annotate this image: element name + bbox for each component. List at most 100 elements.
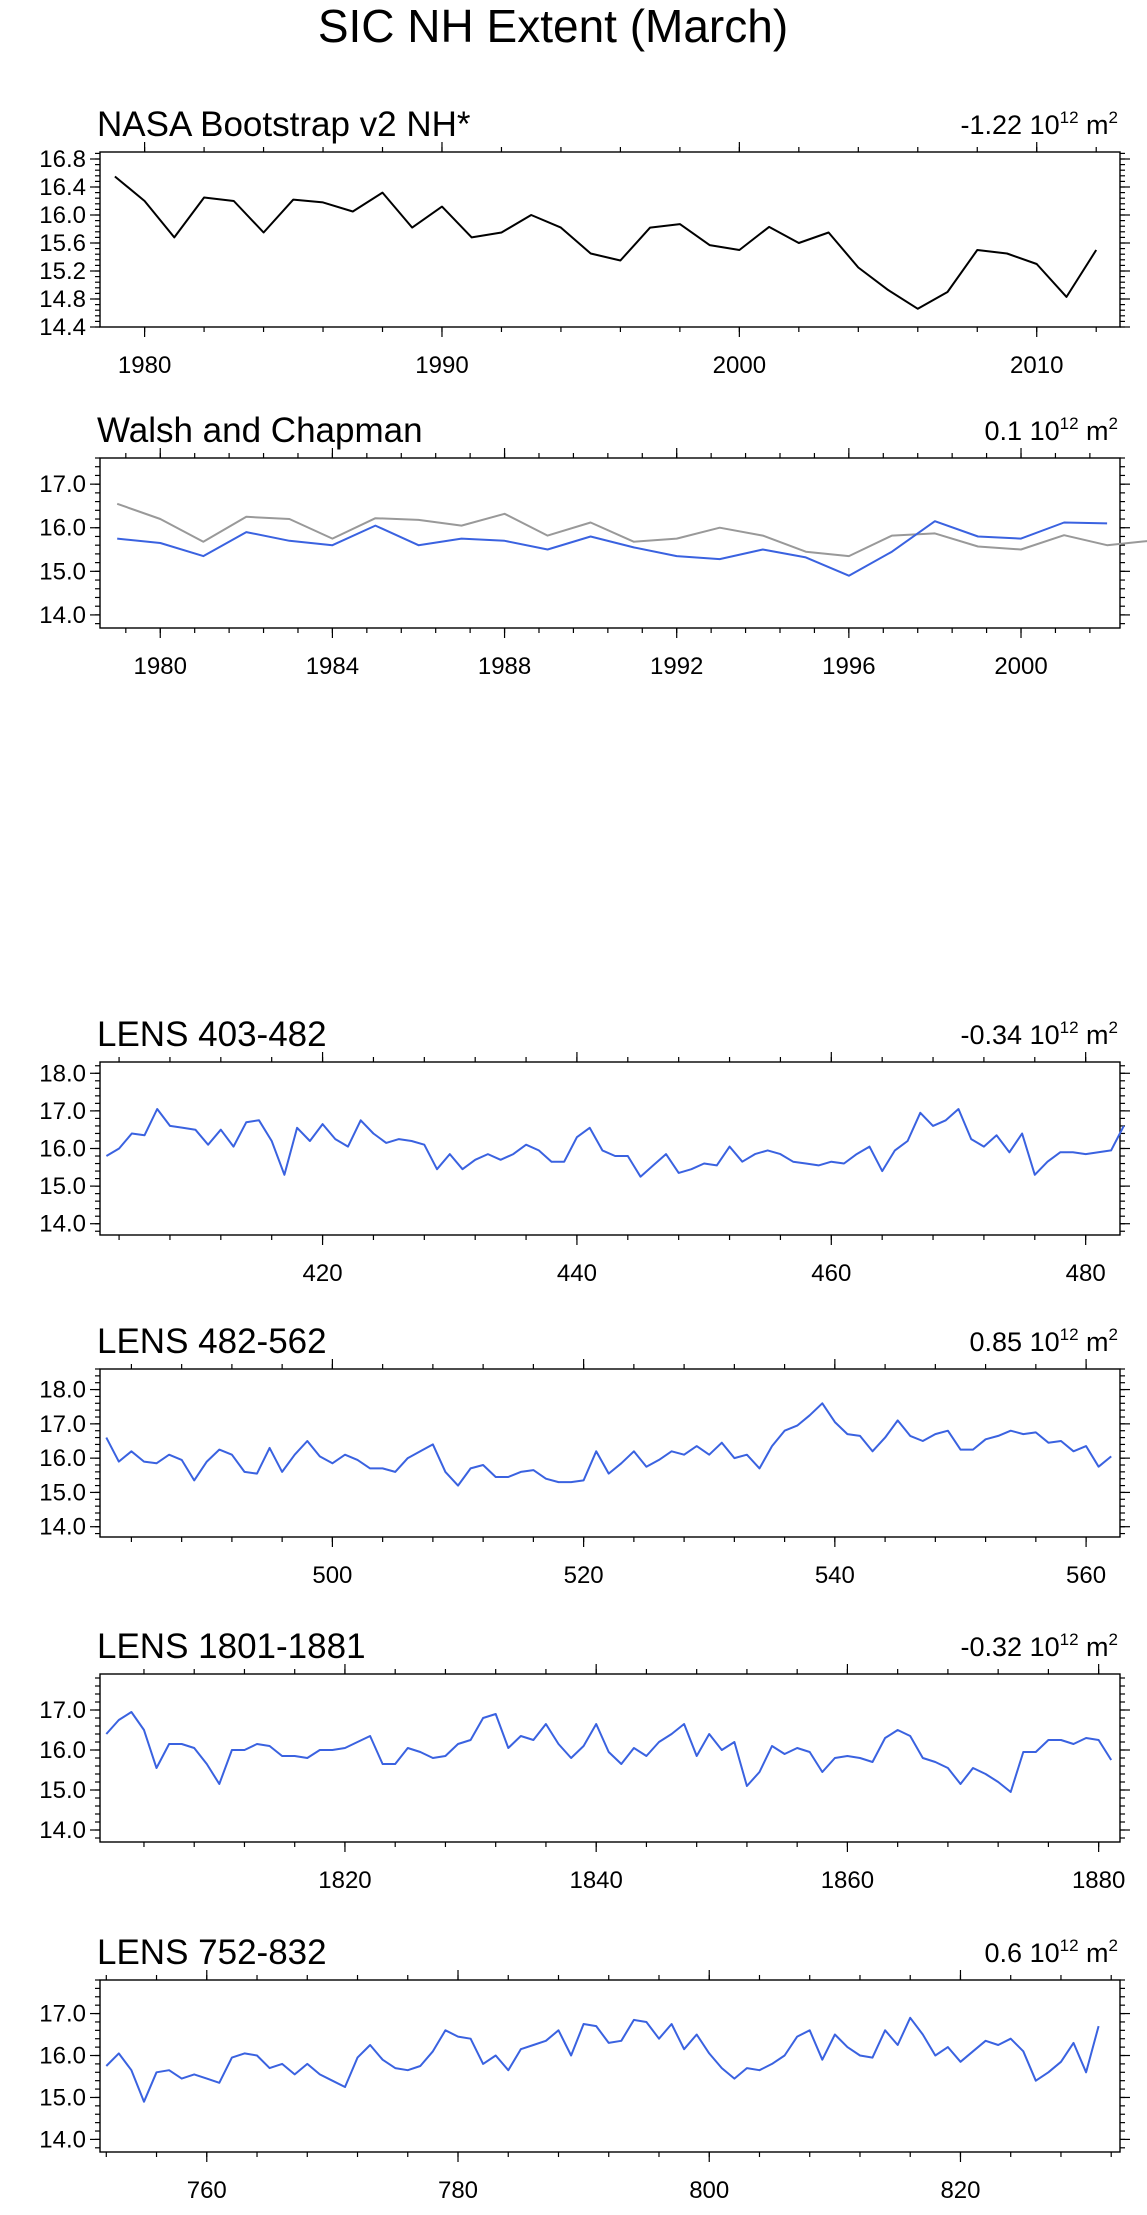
trend-value: 0.1 10 <box>985 416 1060 446</box>
chart-title: LENS 752-832 <box>97 1933 327 1972</box>
x-tick-label: 560 <box>1066 1562 1106 1589</box>
chart-panel-6: LENS 752-832 0.6 1012 m2 14.0 15.0 16.0 17.0 7… <box>39 1933 1130 2204</box>
trend-label: 0.1 1012 m2 <box>985 414 1118 446</box>
trend-unit-exponent: 2 <box>1109 1325 1118 1344</box>
y-tick-label: 17.0 <box>39 1697 86 1724</box>
trend-value: 0.85 10 <box>970 1327 1060 1357</box>
x-tick-label: 1980 <box>134 653 187 680</box>
x-tick-label: 540 <box>815 1562 855 1589</box>
x-tick-label: 2000 <box>713 352 766 379</box>
y-tick-label: 14.0 <box>39 1817 86 1844</box>
series-line-1 <box>114 175 1098 310</box>
trend-unit: m <box>1079 1327 1109 1357</box>
x-tick-label: 1880 <box>1072 1867 1125 1894</box>
figure-title: SIC NH Extent (March) <box>318 0 788 52</box>
y-tick-label: 16.4 <box>39 174 86 201</box>
series-line-1 <box>105 1108 1125 1178</box>
plot-frame <box>99 1673 1121 1843</box>
y-tick-label: 16.0 <box>39 1445 86 1472</box>
trend-label: 0.85 1012 m2 <box>970 1325 1118 1357</box>
y-tick-label: 15.2 <box>39 258 86 285</box>
trend-unit-exponent: 2 <box>1109 414 1118 433</box>
y-tick-label: 14.0 <box>39 1514 86 1541</box>
trend-exponent: 12 <box>1060 1630 1079 1649</box>
chart-title: Walsh and Chapman <box>97 411 423 450</box>
y-tick-label: 15.0 <box>39 1777 86 1804</box>
chart-title: NASA Bootstrap v2 NH* <box>97 105 471 144</box>
x-tick-label: 1988 <box>478 653 531 680</box>
x-tick-label: 1996 <box>822 653 875 680</box>
y-tick-label: 16.0 <box>39 202 86 229</box>
trend-unit: m <box>1079 1632 1109 1662</box>
x-tick-label: 780 <box>438 2177 478 2204</box>
x-tick-label: 1980 <box>118 352 171 379</box>
plot-frame <box>99 151 1121 328</box>
plot-frame <box>99 1979 1121 2153</box>
trend-label: -1.22 1012 m2 <box>961 108 1118 140</box>
trend-label: -0.32 1012 m2 <box>961 1630 1118 1662</box>
trend-exponent: 12 <box>1060 1018 1079 1037</box>
trend-unit: m <box>1079 1020 1109 1050</box>
y-tick-label: 18.0 <box>39 1060 86 1087</box>
trend-unit: m <box>1079 416 1109 446</box>
y-tick-label: 18.0 <box>39 1377 86 1404</box>
x-tick-label: 520 <box>564 1562 604 1589</box>
y-tick-label: 15.0 <box>39 1479 86 1506</box>
trend-label: -0.34 1012 m2 <box>961 1018 1118 1050</box>
trend-unit-exponent: 2 <box>1109 1936 1118 1955</box>
chart-panel-4: LENS 482-562 0.85 1012 m2 14.0 15.0 16.0 17.0… <box>39 1322 1130 1589</box>
trend-value: -1.22 10 <box>961 110 1060 140</box>
plot-frame <box>99 1061 1121 1236</box>
trend-exponent: 12 <box>1060 1936 1079 1955</box>
y-tick-label: 15.6 <box>39 230 86 257</box>
x-tick-label: 2010 <box>1010 352 1063 379</box>
x-tick-label: 760 <box>187 2177 227 2204</box>
x-tick-label: 460 <box>811 1260 851 1287</box>
y-tick-label: 16.8 <box>39 146 86 173</box>
trend-exponent: 12 <box>1060 1325 1079 1344</box>
x-tick-label: 500 <box>312 1562 352 1589</box>
chart-title: LENS 403-482 <box>97 1015 327 1054</box>
x-tick-label: 480 <box>1066 1260 1106 1287</box>
y-tick-label: 16.0 <box>39 1737 86 1764</box>
trend-value: -0.32 10 <box>961 1632 1060 1662</box>
chart-panel-2: Walsh and Chapman 0.1 1012 m2 14.0 15.0 16.0… <box>39 411 1147 680</box>
y-tick-label: 15.0 <box>39 2084 86 2111</box>
x-tick-label: 2000 <box>994 653 1047 680</box>
y-tick-label: 14.0 <box>39 602 86 629</box>
trend-unit: m <box>1079 110 1109 140</box>
x-tick-label: 1990 <box>415 352 468 379</box>
x-tick-label: 1860 <box>821 1867 874 1894</box>
y-tick-label: 14.8 <box>39 286 86 313</box>
chart-title: LENS 482-562 <box>97 1322 327 1361</box>
trend-unit-exponent: 2 <box>1109 1018 1118 1037</box>
series-line-1 <box>105 2016 1100 2103</box>
trend-unit-exponent: 2 <box>1109 108 1118 127</box>
trend-exponent: 12 <box>1060 414 1079 433</box>
x-tick-label: 1840 <box>569 1867 622 1894</box>
y-tick-label: 16.0 <box>39 2043 86 2070</box>
chart-panel-3: LENS 403-482 -0.34 1012 m2 14.0 15.0 16.0 17.… <box>39 1015 1130 1287</box>
trend-unit: m <box>1079 1938 1109 1968</box>
x-tick-label: 800 <box>689 2177 729 2204</box>
chart-panel-5: LENS 1801-1881 -0.32 1012 m2 14.0 15.0 16.0 1… <box>39 1627 1130 1894</box>
x-tick-label: 440 <box>557 1260 597 1287</box>
trend-value: 0.6 10 <box>985 1938 1060 1968</box>
x-tick-label: 1992 <box>650 653 703 680</box>
chart-title: LENS 1801-1881 <box>97 1627 366 1666</box>
y-tick-label: 14.0 <box>39 1211 86 1238</box>
plot-frame <box>99 1368 1121 1538</box>
trend-label: 0.6 1012 m2 <box>985 1936 1118 1968</box>
x-tick-label: 420 <box>303 1260 343 1287</box>
panels: NASA Bootstrap v2 NH* -1.22 1012 m214.414… <box>39 105 1147 2204</box>
y-tick-label: 14.4 <box>39 314 86 341</box>
chart-panel-1: NASA Bootstrap v2 NH* -1.22 1012 m2 14.414… <box>39 105 1130 379</box>
x-tick-label: 820 <box>940 2177 980 2204</box>
y-tick-label: 16.0 <box>39 1136 86 1163</box>
y-tick-label: 17.0 <box>39 1098 86 1125</box>
trend-exponent: 12 <box>1060 108 1079 127</box>
trend-value: -0.34 10 <box>961 1020 1060 1050</box>
y-tick-label: 16.0 <box>39 515 86 542</box>
y-tick-label: 15.0 <box>39 558 86 585</box>
